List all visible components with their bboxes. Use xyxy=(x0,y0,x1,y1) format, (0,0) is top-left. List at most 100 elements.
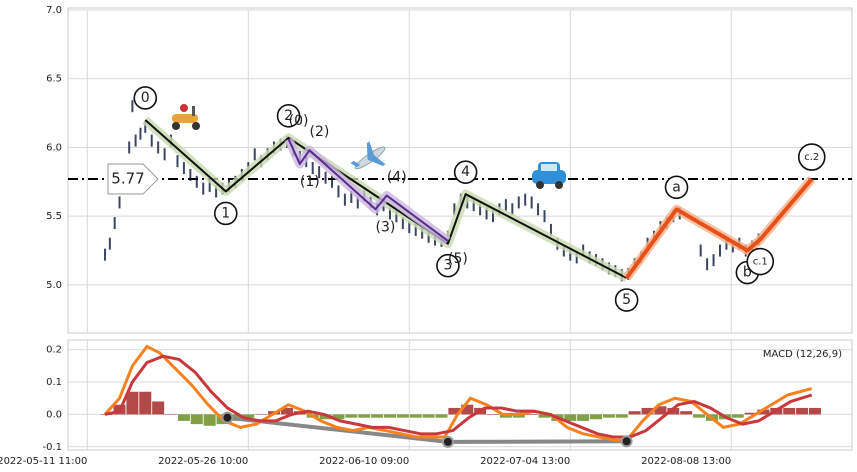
y-tick-label: 6.0 xyxy=(46,142,62,153)
wave-label: (1) xyxy=(300,174,320,190)
y-tick-label: 5.0 xyxy=(46,280,62,291)
price-bar xyxy=(356,196,359,209)
wave-label: a xyxy=(672,179,681,195)
macd-legend: MACD (12,26,9) xyxy=(763,349,842,360)
price-bar xyxy=(511,203,514,216)
histogram-bar xyxy=(693,414,706,418)
grid xyxy=(68,9,852,450)
price-bar xyxy=(712,254,715,267)
price-bar xyxy=(524,193,527,206)
wave-label-circle xyxy=(276,104,301,128)
histogram-bar xyxy=(667,407,680,415)
price-bar xyxy=(504,199,507,212)
price-bar xyxy=(549,223,552,236)
histogram-bar xyxy=(577,414,590,421)
price-bar xyxy=(414,223,417,236)
price-bar xyxy=(337,185,340,198)
x-tick-label: 2022-08-08 13:00 xyxy=(641,456,731,467)
wave-label-circle xyxy=(797,143,826,171)
y-tick-label: 6.5 xyxy=(46,74,62,85)
price-bar xyxy=(131,100,134,113)
price-bar xyxy=(530,196,533,209)
wave-label: 3 xyxy=(443,258,452,274)
macd-line xyxy=(104,354,813,439)
wave-label: 0 xyxy=(141,90,150,106)
price-bar xyxy=(479,203,482,216)
price-bar xyxy=(318,166,321,179)
histogram-bar xyxy=(126,391,139,415)
price-bar xyxy=(139,127,142,140)
price-bar xyxy=(163,148,166,161)
x-tick-label: 2022-07-04 13:00 xyxy=(480,456,570,467)
wave-line xyxy=(144,119,628,279)
wave-label: 1 xyxy=(221,205,230,221)
wave-label: c.2 xyxy=(804,152,819,163)
level-label-box xyxy=(107,163,159,195)
price-bar xyxy=(472,199,475,212)
histogram-bar xyxy=(590,414,603,420)
wave-label: (3) xyxy=(376,219,396,235)
divergence-point xyxy=(620,435,633,448)
x-tick-label: 2022-05-11 11:00 xyxy=(0,456,87,467)
x-tick-label: 2022-06-10 09:00 xyxy=(319,456,409,467)
price-bar xyxy=(725,237,728,250)
level-label: 5.77 xyxy=(111,170,144,188)
price-bar xyxy=(215,185,218,198)
divergence-point xyxy=(221,411,234,424)
histogram-bar xyxy=(177,414,190,421)
wave-label-circle xyxy=(436,253,460,278)
histogram-bar xyxy=(602,414,615,418)
histogram-bar xyxy=(680,411,693,415)
histogram-bar xyxy=(203,414,216,426)
histogram-bar xyxy=(396,414,409,418)
price-bar xyxy=(427,230,430,243)
plot: 5.0 5.5 6.0 6.5 7.0 5.77 0 1 2 3 4 5 (0) (1) (2) (3) (4)… xyxy=(0,5,852,467)
histogram-bar xyxy=(628,411,641,415)
price-bar xyxy=(401,217,404,230)
price-bar xyxy=(108,237,111,250)
histogram-bar xyxy=(435,414,448,418)
macd-panel xyxy=(67,339,853,451)
histogram-bar xyxy=(448,407,461,415)
histogram-bar xyxy=(152,401,165,415)
histogram-bar xyxy=(332,414,345,420)
price-bar xyxy=(517,196,520,209)
y-tick-label: 0.1 xyxy=(46,377,62,388)
histogram-bar xyxy=(345,414,358,418)
y-tick-label: -0.1 xyxy=(42,442,62,453)
histogram-bar xyxy=(487,414,500,415)
histogram-bar xyxy=(641,407,654,415)
wave-label-circle xyxy=(453,160,478,184)
wave-label: c.1 xyxy=(753,257,768,268)
price-bar xyxy=(575,251,578,264)
histogram-bar xyxy=(757,409,770,415)
wave-label-circle xyxy=(133,86,158,110)
macd-line xyxy=(103,344,813,442)
wave-label: (0) xyxy=(289,113,309,129)
price-bar xyxy=(706,258,709,271)
histogram-bar xyxy=(319,414,332,420)
histogram-bar xyxy=(190,414,203,425)
price-bar xyxy=(118,196,121,209)
divergence-point xyxy=(441,435,454,448)
y-tick-label: 7.0 xyxy=(46,5,62,16)
wave-label: 2 xyxy=(284,108,293,124)
price-bar xyxy=(543,210,546,223)
histogram-bar xyxy=(615,414,628,418)
x-tick-label: 2022-05-26 10:00 xyxy=(158,456,248,467)
wave-label: 5 xyxy=(622,292,631,308)
wave-label-circle xyxy=(614,288,639,312)
histogram-bar xyxy=(538,414,551,418)
price-bar xyxy=(388,207,391,220)
price-bar xyxy=(104,248,107,261)
price-bar xyxy=(150,134,153,147)
price-bar xyxy=(202,182,205,195)
price-bar xyxy=(113,217,116,230)
price-bar xyxy=(699,244,702,257)
price-bar xyxy=(189,168,192,181)
scooter-icon xyxy=(172,104,200,130)
y-tick-label: 0.2 xyxy=(46,345,62,356)
histogram-bar xyxy=(358,414,371,418)
price-bar xyxy=(537,203,540,216)
